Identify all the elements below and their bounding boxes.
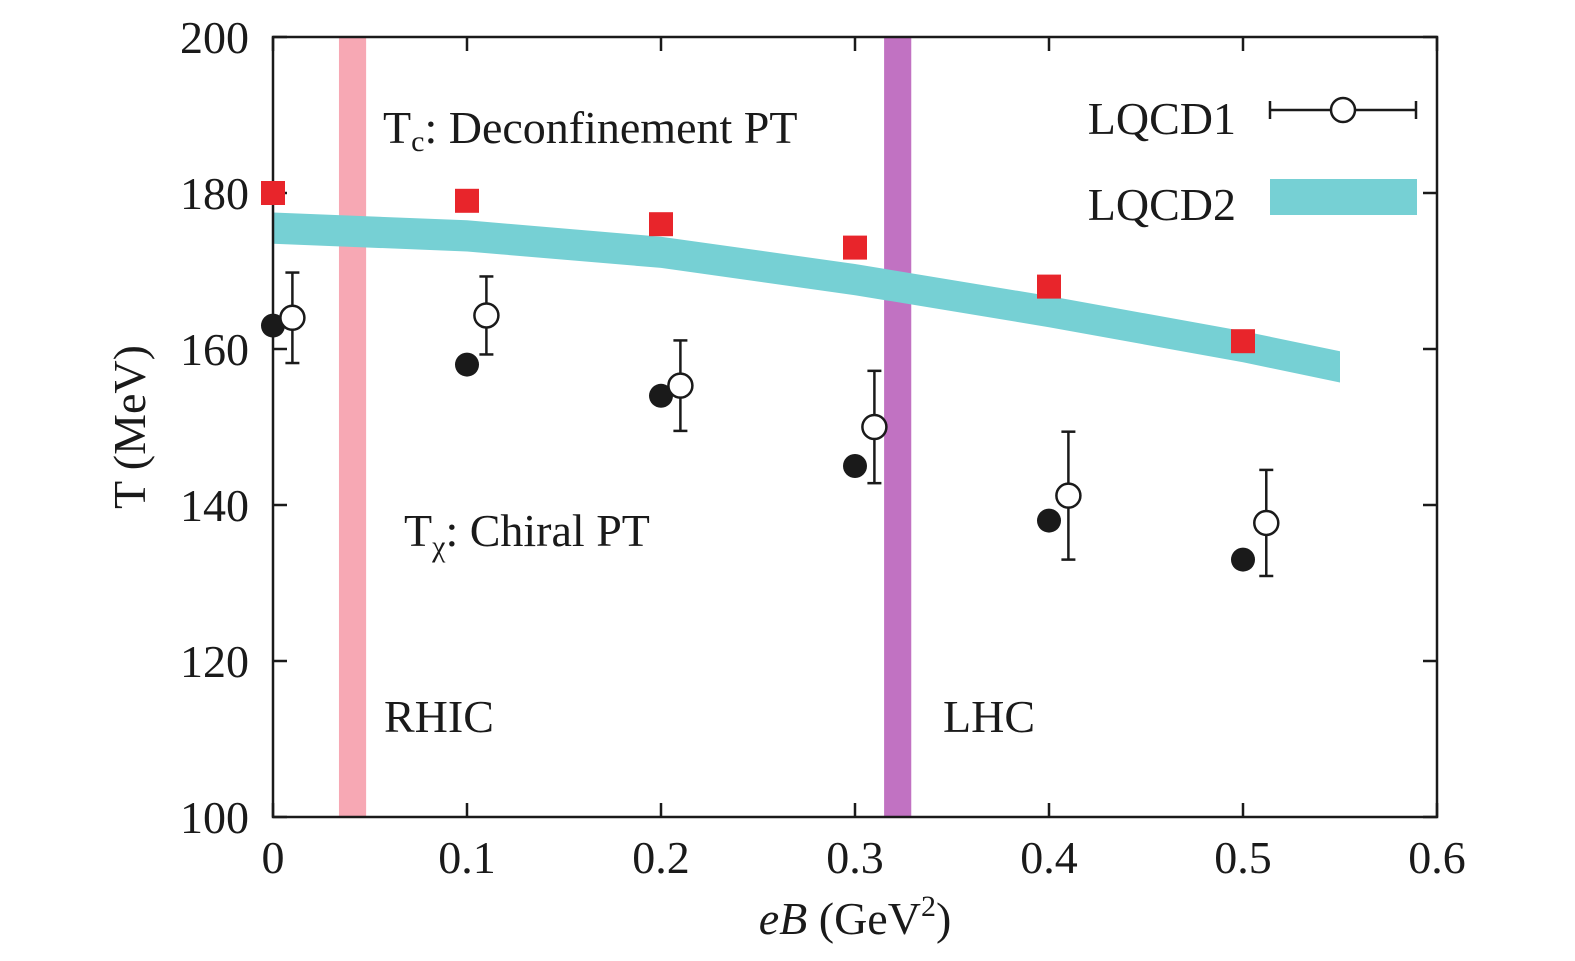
legend-label-lqcd2: LQCD2 (1088, 179, 1236, 230)
x-tick-label: 0.4 (1020, 832, 1078, 883)
y-tick-label: 160 (180, 324, 249, 375)
red-square-point (1037, 274, 1061, 299)
chiral-rest: : Chiral PT (445, 505, 649, 556)
lqcd1-open-circle-point (861, 413, 888, 441)
deconfinement-annotation: Tc: Deconfinement PT (383, 102, 797, 158)
x-tick-label: 0.1 (438, 832, 496, 883)
legend: LQCD1 LQCD2 (1088, 93, 1418, 230)
y-axis-title: T (MeV) (104, 345, 155, 509)
x-tick-label: 0.5 (1214, 832, 1272, 883)
filled-circle-point (843, 454, 867, 478)
deconf-sub: c (411, 125, 424, 158)
y-tick-label: 120 (180, 636, 249, 687)
lqcd1-open-circle-point (279, 304, 306, 332)
x-tick-label: 0.2 (632, 832, 690, 883)
y-tick-label: 180 (180, 168, 249, 219)
red-square-point (455, 188, 479, 213)
y-tick-label: 200 (180, 12, 249, 63)
lqcd1-open-circle-point (1055, 482, 1082, 509)
filled-circle-point (649, 383, 673, 408)
legend-band-swatch (1270, 179, 1417, 215)
x-axis-title-sup: 2 (921, 890, 936, 923)
x-tick-label: 0.6 (1408, 832, 1466, 883)
y-tick-label: 100 (180, 792, 249, 843)
legend-open-circle-marker (1329, 96, 1357, 124)
lqcd2-band (273, 212, 1340, 383)
axis-ticks: 0 0.1 0.2 0.3 0.4 0.5 0.6 100 120 140 160 180 200 (180, 12, 1466, 883)
rhic-label: RHIC (384, 691, 494, 742)
red-square-point (649, 212, 673, 237)
deconf-rest: : Deconfinement PT (424, 102, 797, 153)
filled-circle-point (1037, 508, 1061, 533)
x-axis-title: eB (GeV2) (759, 890, 952, 944)
vertical-bands (338, 37, 912, 817)
chiral-main: T (404, 505, 432, 556)
band-rhic (338, 37, 367, 817)
lhc-label: LHC (943, 691, 1035, 742)
chiral-annotation: Tχ: Chiral PT (404, 505, 650, 563)
lqcd2-band-layer (273, 212, 1340, 383)
x-axis-title-italic: eB (759, 893, 808, 944)
filled-circle-point (1231, 547, 1255, 572)
chiral-sub: χ (431, 530, 446, 563)
y-tick-label: 140 (180, 480, 249, 531)
filled-circle-point (261, 313, 285, 338)
red-square-point (843, 235, 867, 260)
legend-label-lqcd1: LQCD1 (1088, 93, 1236, 144)
lqcd1-open-circle-point (667, 372, 694, 399)
filled-circle-point (455, 352, 479, 377)
x-tick-label: 0.3 (826, 832, 884, 883)
x-axis-title-unit: (GeV (807, 893, 921, 944)
x-axis-title-close: ) (936, 893, 951, 944)
band-lhc (884, 37, 912, 817)
x-tick-label: 0 (262, 832, 285, 883)
red-square-point (261, 181, 285, 205)
data-points (261, 181, 1280, 578)
lqcd1-open-circle-point (473, 302, 500, 329)
red-square-point (1231, 329, 1255, 354)
lqcd1-open-circle-point (1253, 509, 1280, 537)
deconf-main: T (383, 102, 411, 153)
